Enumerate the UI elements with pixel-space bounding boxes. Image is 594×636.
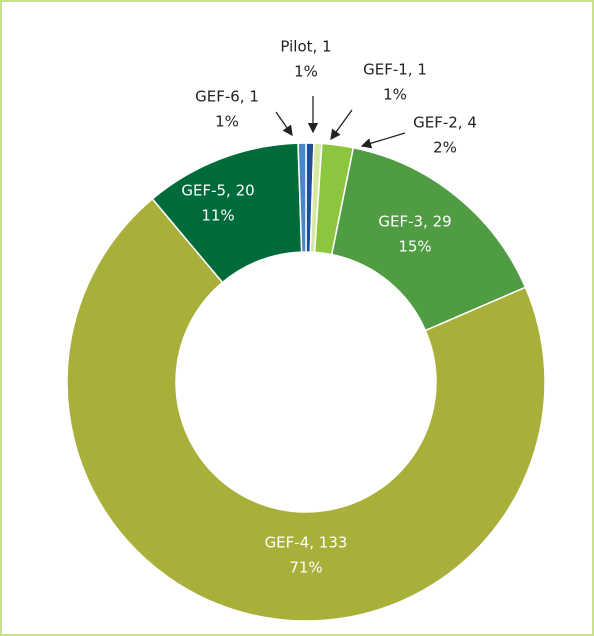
donut-segment	[297, 142, 307, 253]
segment-label: GEF-3, 29	[378, 213, 451, 231]
percent-label: 1%	[294, 63, 318, 81]
segment-label: GEF-4, 133	[265, 534, 348, 552]
arrow	[275, 111, 293, 137]
percent-label: 1%	[215, 113, 239, 131]
segment-label: GEF-2, 4	[413, 114, 477, 132]
arrow	[360, 132, 406, 149]
percent-label: 11%	[201, 207, 234, 225]
segment-label: GEF-1, 1	[363, 61, 427, 79]
percent-label: 1%	[383, 86, 407, 104]
percent-label: 2%	[433, 139, 457, 157]
percent-label: 15%	[398, 238, 431, 256]
segment-label: GEF-6, 1	[195, 88, 259, 106]
donut-segment	[66, 197, 546, 622]
percent-label: 71%	[289, 559, 322, 577]
segment-label: GEF-5, 20	[181, 182, 254, 200]
segment-label: Pilot, 1	[280, 38, 331, 56]
arrow	[330, 109, 353, 141]
arrows	[275, 96, 406, 149]
